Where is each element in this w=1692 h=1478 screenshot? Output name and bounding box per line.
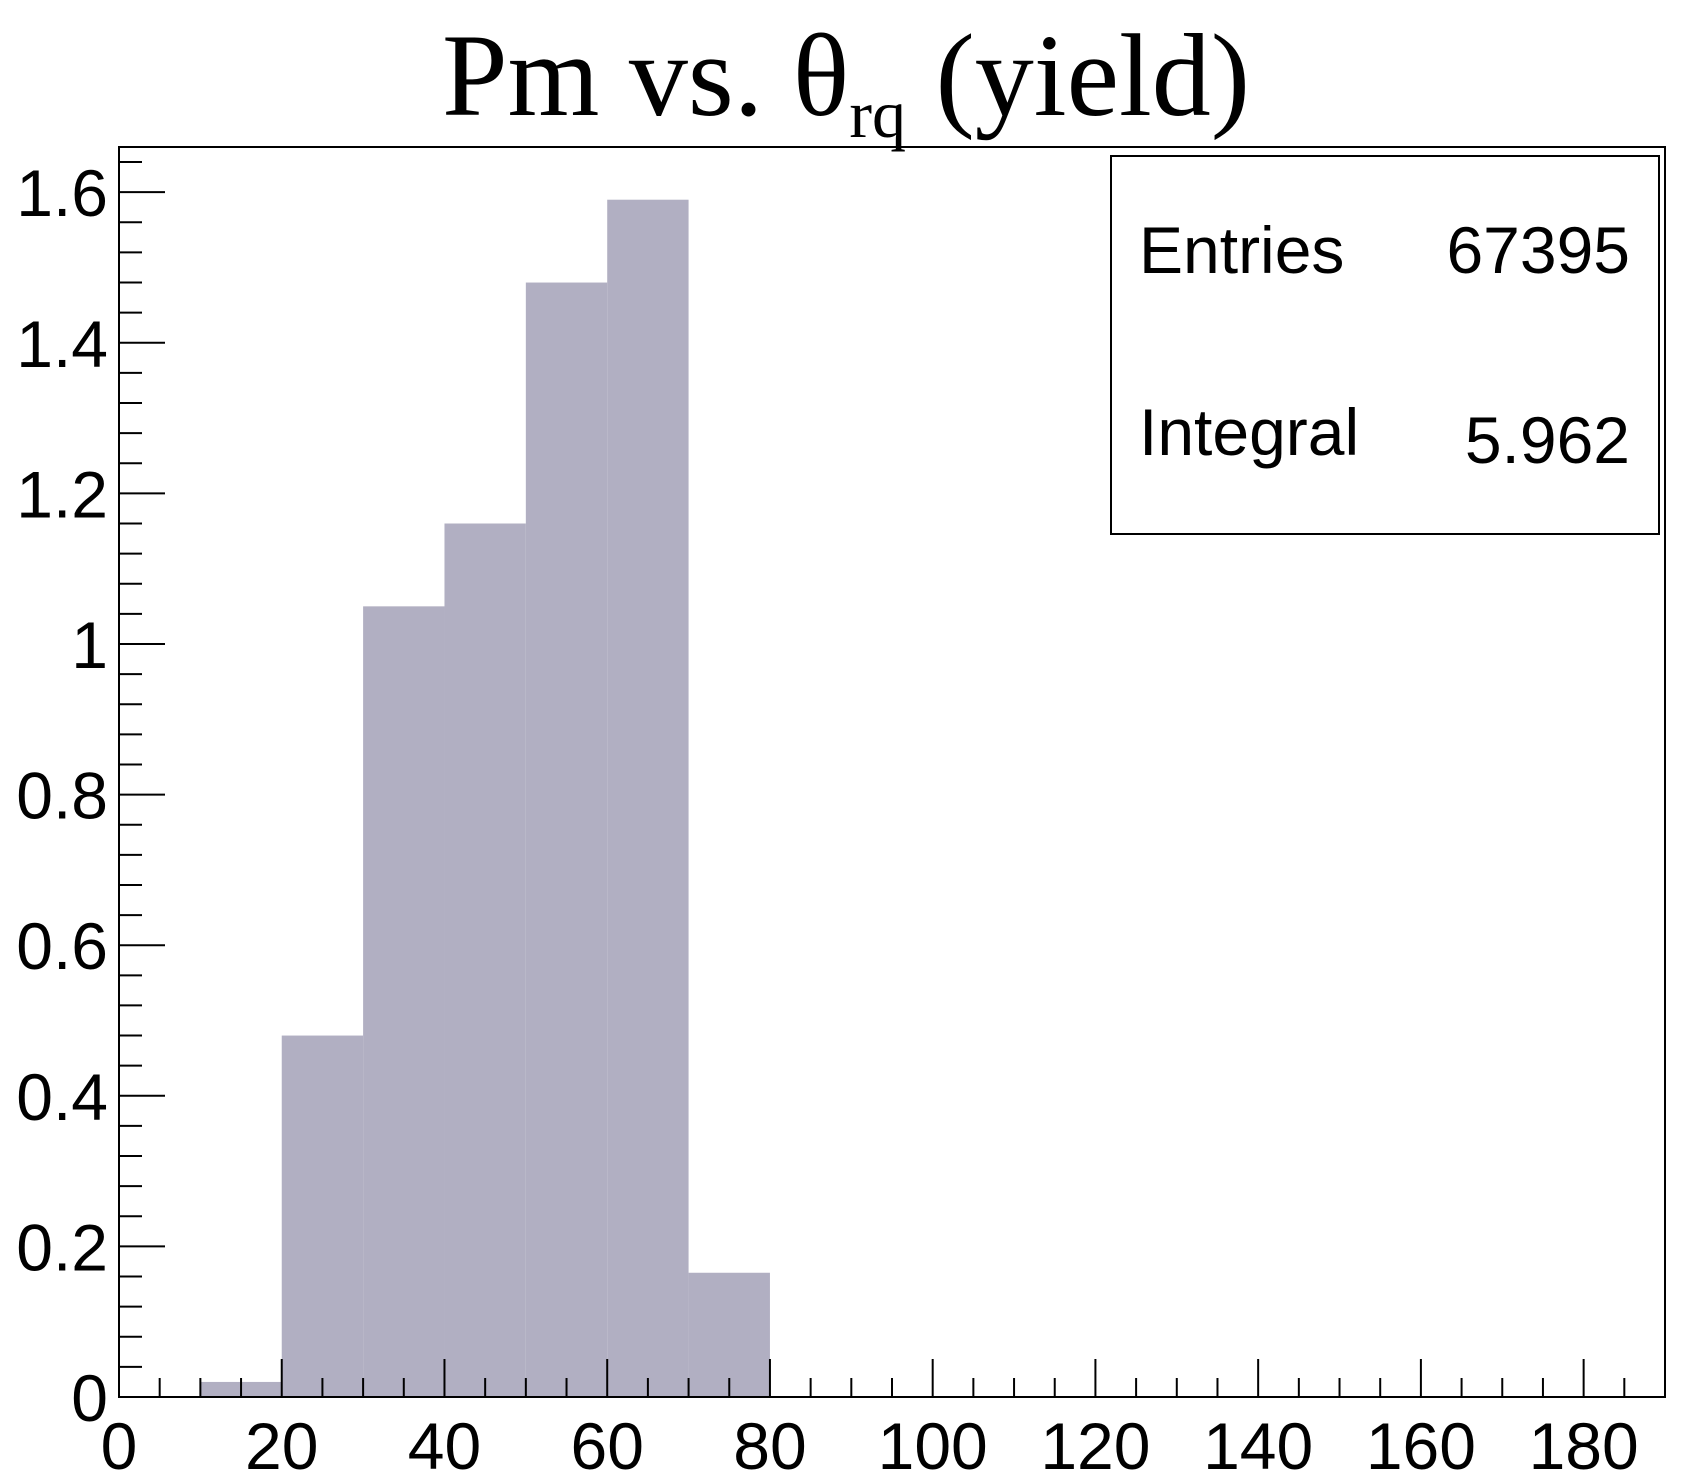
x-tick-label: 120 [1040, 1409, 1150, 1478]
histogram-bar-1 [281, 1035, 364, 1397]
chart-title: Pm vs. θrq (yield) [442, 10, 1250, 152]
y-tick-label: 1.2 [16, 457, 108, 531]
stats-box: Entries 67395 Integral 5.962 [1110, 155, 1660, 535]
stat-label-integral: Integral [1139, 395, 1359, 469]
x-tick-label: 0 [101, 1409, 138, 1478]
x-tick-label: 180 [1529, 1409, 1639, 1478]
stat-value-entries: 67395 [1446, 213, 1630, 287]
histogram-bar-5 [607, 199, 689, 1398]
chart-title-subscript: rq [849, 76, 906, 152]
chart-title-main: Pm vs. θ [442, 10, 849, 141]
y-tick-label: 0.8 [16, 759, 108, 833]
histogram-bars [200, 199, 770, 1398]
stat-value-integral: 5.962 [1465, 403, 1630, 477]
x-tick-label: 20 [245, 1409, 318, 1478]
x-tick-label: 80 [733, 1409, 806, 1478]
histogram-bar-4 [525, 282, 608, 1397]
y-tick-label: 1.6 [16, 156, 108, 230]
stats-box-frame [1110, 155, 1660, 535]
x-tick-label: 100 [878, 1409, 988, 1478]
histogram-bar-6 [688, 1272, 770, 1397]
y-tick-label: 0 [71, 1361, 108, 1435]
stat-label-entries: Entries [1139, 213, 1344, 287]
x-axis: 0 20 40 60 80 100 120 140 160 180 [101, 1359, 1666, 1478]
y-tick-label: 1 [71, 608, 108, 682]
x-tick-label: 60 [570, 1409, 643, 1478]
x-tick-label: 40 [408, 1409, 481, 1478]
y-tick-label: 0.2 [16, 1210, 108, 1284]
histogram-bar-2 [363, 606, 445, 1397]
x-tick-label: 140 [1203, 1409, 1313, 1478]
y-tick-label: 0.6 [16, 909, 108, 983]
x-tick-label: 160 [1366, 1409, 1476, 1478]
histogram-bar-3 [444, 523, 526, 1397]
y-tick-label: 0.4 [16, 1060, 108, 1134]
y-tick-label: 1.4 [16, 307, 108, 381]
y-axis: 0 0.2 0.4 0.6 0.8 1 1.2 1.4 1.6 [16, 147, 165, 1435]
chart-title-suffix: (yield) [906, 10, 1250, 141]
